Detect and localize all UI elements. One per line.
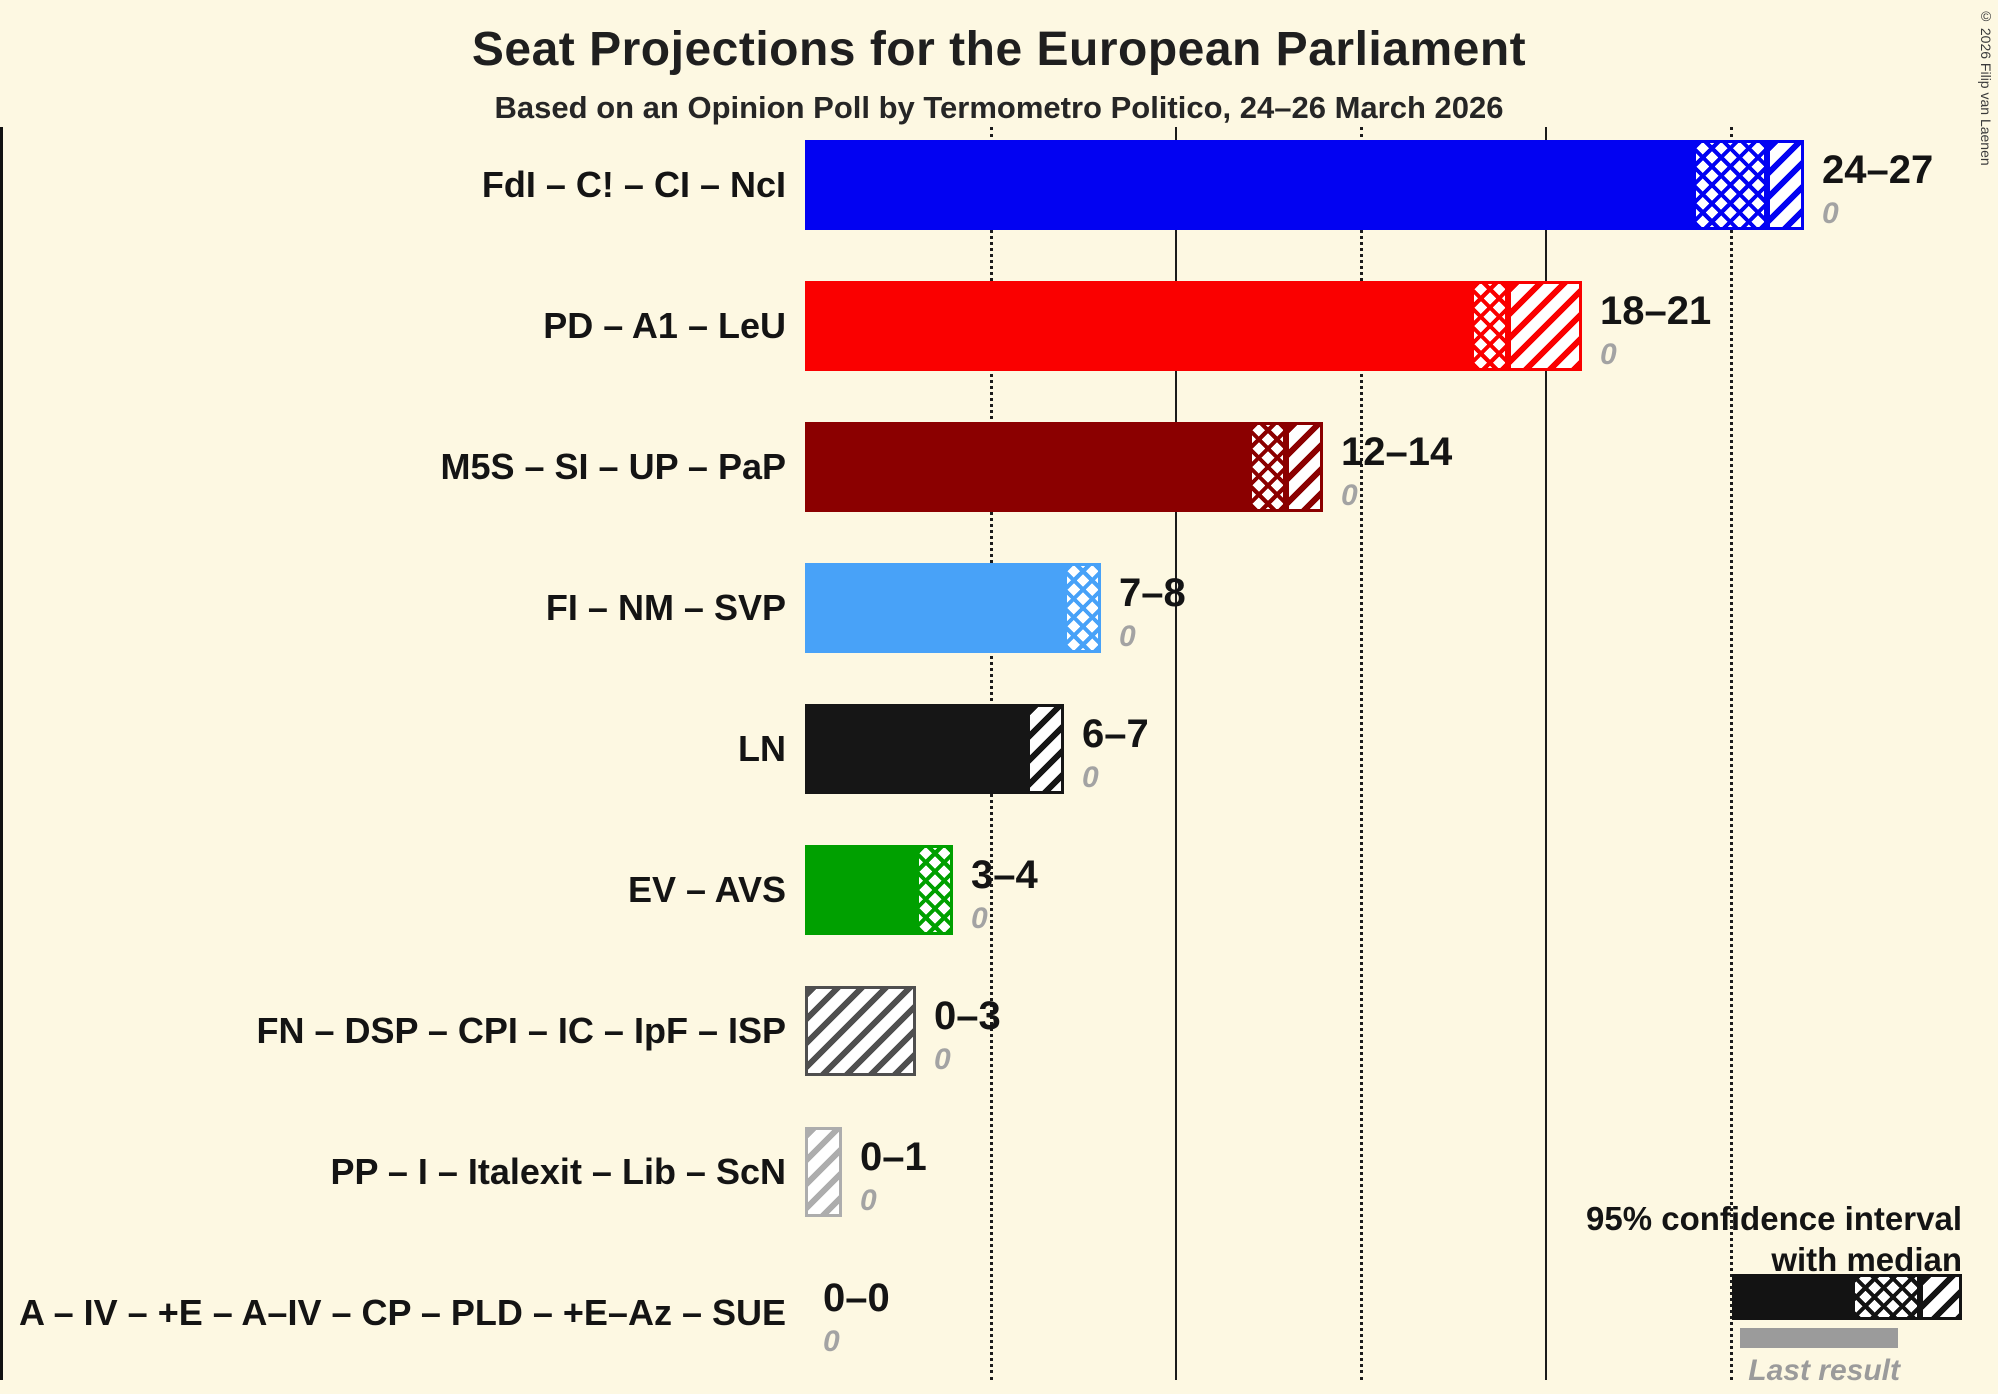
bar-ci-hatch-segment xyxy=(1027,704,1064,794)
chart-row: PD – A1 – LeU 18–21 0 xyxy=(0,281,1998,371)
bar-solid-segment xyxy=(805,704,1027,794)
party-label: A – IV – +E – A–IV – CP – PLD – +E–Az – … xyxy=(18,1292,786,1333)
value-label: 6–7 0 xyxy=(1082,714,1149,793)
seat-bar xyxy=(805,140,1804,230)
bar-solid-segment xyxy=(805,140,1693,230)
seat-range-label: 0–3 xyxy=(934,994,1001,1038)
seat-bar xyxy=(805,1127,842,1217)
chart-row: FdI – C! – CI – NcI 24–27 0 xyxy=(0,140,1998,230)
chart-row: PP – I – Italexit – Lib – ScN 0–1 0 xyxy=(0,1127,1998,1217)
party-label: FI – NM – SVP xyxy=(545,587,786,628)
party-label: PP – I – Italexit – Lib – ScN xyxy=(330,1151,786,1192)
party-label: EV – AVS xyxy=(627,869,786,910)
bar-median-crosshatch-segment xyxy=(1064,563,1101,653)
bar-solid-segment xyxy=(805,422,1249,512)
chart-title: Seat Projections for the European Parlia… xyxy=(471,23,1527,76)
legend-ci-line1: 95% confidence interval xyxy=(1586,1200,1962,1237)
chart-row: FI – NM – SVP 7–8 0 xyxy=(0,563,1998,653)
chart-row: A – IV – +E – A–IV – CP – PLD – +E–Az – … xyxy=(0,1268,1998,1358)
last-result-value: 0 xyxy=(1822,197,1839,230)
last-result-value: 0 xyxy=(1341,479,1358,512)
legend-median-crosshatch-segment xyxy=(1852,1274,1920,1320)
copyright-note: © 2026 Filip van Laenen xyxy=(1978,8,1994,166)
seat-range-label: 18–21 xyxy=(1600,289,1712,333)
gridline-major xyxy=(1545,127,1547,1380)
party-label: FN – DSP – CPI – IC – IpF – ISP xyxy=(256,1010,786,1051)
chart-row: M5S – SI – UP – PaP 12–14 0 xyxy=(0,422,1998,512)
gridline-minor xyxy=(1730,127,1733,1380)
legend-ci-line2: with median xyxy=(1771,1241,1962,1278)
bar-ci-hatch-segment xyxy=(1508,281,1582,371)
party-label: FdI – C! – CI – NcI xyxy=(481,164,786,205)
last-result-value: 0 xyxy=(971,902,988,935)
value-label: 0–3 0 xyxy=(934,996,1001,1075)
seat-range-label: 12–14 xyxy=(1341,430,1453,474)
legend-ci-hatch-segment xyxy=(1920,1274,1962,1320)
legend-sample-bar xyxy=(1732,1274,1962,1320)
value-label: 7–8 0 xyxy=(1119,573,1186,652)
chart-subtitle: Based on an Opinion Poll by Termometro P… xyxy=(494,90,1504,125)
legend-ci-label: 95% confidence interval with median xyxy=(1586,1198,1962,1280)
bar-ci-hatch-segment xyxy=(1286,422,1323,512)
seat-bar xyxy=(805,281,1582,371)
last-result-value: 0 xyxy=(860,1184,877,1217)
seat-bar xyxy=(805,563,1101,653)
value-label: 3–4 0 xyxy=(971,855,1038,934)
bar-solid-segment xyxy=(805,563,1064,653)
seat-range-label: 0–0 xyxy=(823,1276,890,1320)
chart-row: FN – DSP – CPI – IC – IpF – ISP 0–3 0 xyxy=(0,986,1998,1076)
party-label: M5S – SI – UP – PaP xyxy=(440,446,786,487)
chart-row: EV – AVS 3–4 0 xyxy=(0,845,1998,935)
value-label: 0–1 0 xyxy=(860,1137,927,1216)
last-result-value: 0 xyxy=(823,1325,840,1358)
gridline-major xyxy=(1175,127,1177,1380)
last-result-value: 0 xyxy=(1119,620,1136,653)
seat-range-label: 24–27 xyxy=(1822,148,1934,192)
bar-ci-hatch-segment xyxy=(805,986,916,1076)
value-label: 18–21 0 xyxy=(1600,291,1711,370)
gridline-minor xyxy=(1360,127,1363,1380)
legend-last-result-bar xyxy=(1740,1328,1898,1348)
value-label: 0–0 0 xyxy=(823,1278,890,1357)
seat-bar xyxy=(805,845,953,935)
legend-solid-segment xyxy=(1732,1274,1852,1320)
party-label: PD – A1 – LeU xyxy=(543,305,786,346)
last-result-value: 0 xyxy=(1600,338,1617,371)
seat-bar xyxy=(805,986,916,1076)
value-label: 24–27 0 xyxy=(1822,150,1933,229)
last-result-value: 0 xyxy=(934,1043,951,1076)
party-label: LN xyxy=(738,728,786,769)
legend-last-result-label: Last result xyxy=(1748,1354,1900,1387)
bar-solid-segment xyxy=(805,845,916,935)
bar-median-crosshatch-segment xyxy=(916,845,953,935)
bar-ci-hatch-segment xyxy=(1767,140,1804,230)
bar-ci-hatch-segment xyxy=(805,1127,842,1217)
chart-row: LN 6–7 0 xyxy=(0,704,1998,794)
bar-median-crosshatch-segment xyxy=(1249,422,1286,512)
bar-solid-segment xyxy=(805,281,1471,371)
seat-bar xyxy=(805,422,1323,512)
value-label: 12–14 0 xyxy=(1341,432,1452,511)
bar-median-crosshatch-segment xyxy=(1693,140,1767,230)
zero-axis-line xyxy=(0,127,3,1380)
bar-median-crosshatch-segment xyxy=(1471,281,1508,371)
seat-range-label: 3–4 xyxy=(971,853,1038,897)
seat-bar xyxy=(805,704,1064,794)
last-result-value: 0 xyxy=(1082,761,1099,794)
seat-range-label: 7–8 xyxy=(1119,571,1186,615)
seat-range-label: 6–7 xyxy=(1082,712,1149,756)
seat-range-label: 0–1 xyxy=(860,1135,927,1179)
